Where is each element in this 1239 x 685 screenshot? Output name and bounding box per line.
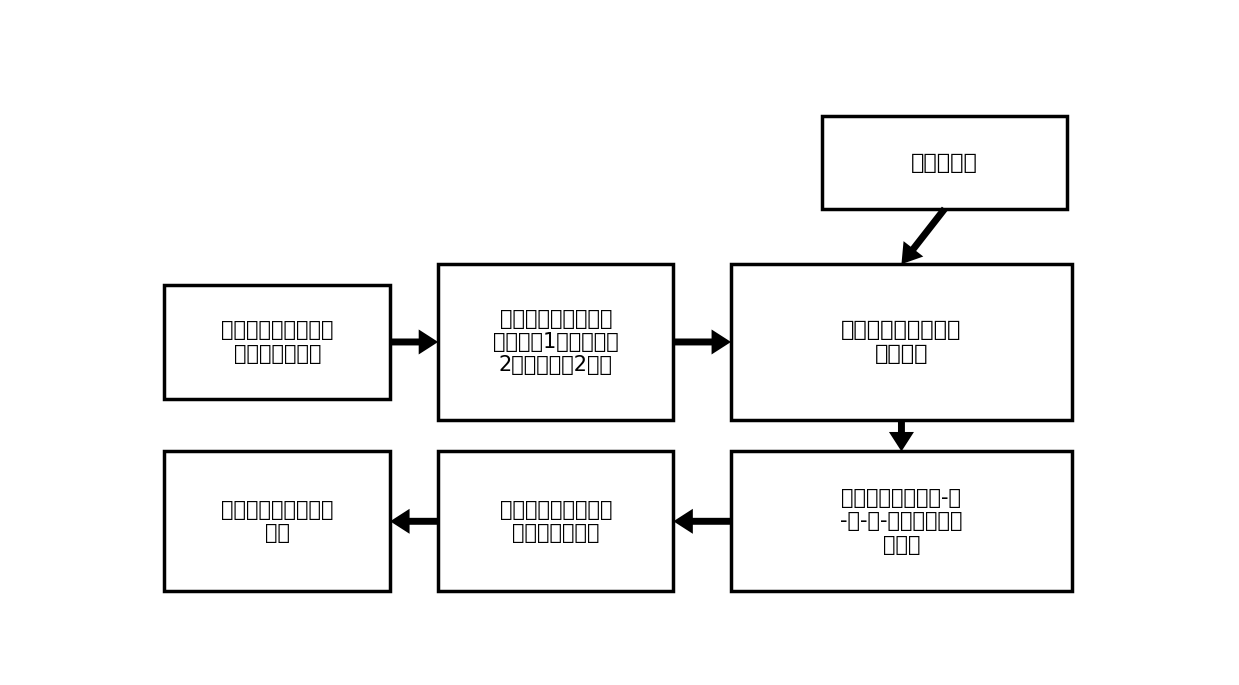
- FancyArrowPatch shape: [674, 509, 731, 534]
- Text: 加工出五层复合材料
（高介电1层，中介电
2层，低介电2层）: 加工出五层复合材料 （高介电1层，中介电 2层，低介电2层）: [493, 309, 618, 375]
- FancyArrowPatch shape: [390, 329, 439, 354]
- Bar: [731, 264, 1072, 420]
- Bar: [439, 451, 674, 591]
- Text: 五层按介电常数低-中
-高-中-低的顺序组合
并加压: 五层按介电常数低-中 -高-中-低的顺序组合 并加压: [840, 488, 963, 554]
- Text: 五层结构陶瓷基复合
材料: 五层结构陶瓷基复合 材料: [221, 499, 333, 543]
- Bar: [731, 451, 1072, 591]
- FancyArrowPatch shape: [888, 420, 914, 451]
- Bar: [165, 285, 390, 399]
- Bar: [165, 451, 390, 591]
- Text: 层与层之间的连接面
喷涂粉体: 层与层之间的连接面 喷涂粉体: [841, 321, 961, 364]
- FancyArrowPatch shape: [390, 509, 439, 534]
- Bar: [823, 116, 1067, 209]
- Text: 保持施加压力的同时
进行高温热处理: 保持施加压力的同时 进行高温热处理: [499, 499, 612, 543]
- Text: 制备喷涂液: 制备喷涂液: [911, 153, 978, 173]
- FancyArrowPatch shape: [674, 329, 731, 354]
- Text: 制备出三种不同介电
常数的复合材料: 制备出三种不同介电 常数的复合材料: [221, 321, 333, 364]
- Bar: [439, 264, 674, 420]
- FancyArrowPatch shape: [902, 207, 948, 264]
